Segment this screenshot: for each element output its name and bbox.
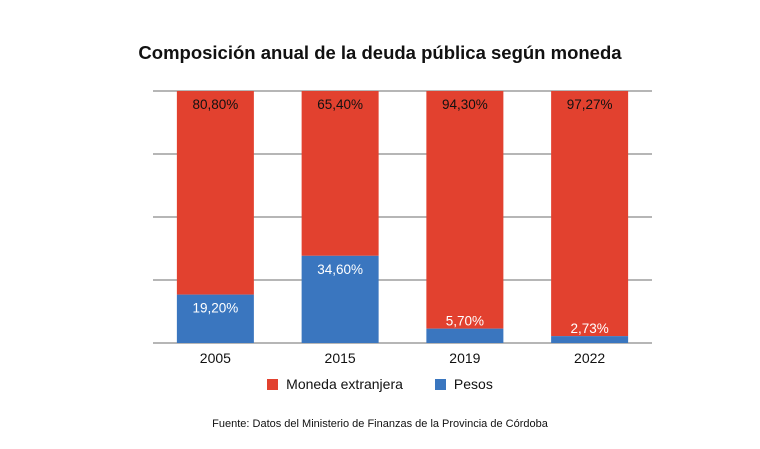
x-tick-label-2022: 2022 [574,350,605,366]
bar-foreign-2015 [301,91,379,256]
bar-foreign-2022 [551,91,629,337]
legend-swatch-pesos [434,378,446,390]
x-tick-label-2019: 2019 [449,350,480,366]
data-label-foreign-2019: 94,30% [442,97,488,112]
bar-foreign-2005 [176,91,254,295]
legend-swatch-foreign [267,378,279,390]
bar-foreign-2019 [426,91,504,329]
data-label-pesos-2019: 5,70% [446,314,484,329]
legend: Moneda extranjera Pesos [0,376,760,392]
bar-pesos-2015 [301,255,379,343]
x-tick-label-2015: 2015 [325,350,356,366]
legend-item-foreign: Moneda extranjera [267,376,403,392]
bar-pesos-2022 [551,336,629,343]
data-label-foreign-2022: 97,27% [567,97,613,112]
data-label-pesos-2022: 2,73% [570,321,608,336]
legend-label-pesos: Pesos [453,376,493,392]
source-note: Fuente: Datos del Ministerio de Finanzas… [212,418,548,430]
x-tick-label-2005: 2005 [200,350,231,366]
legend-item-pesos: Pesos [434,376,493,392]
data-label-pesos-2015: 34,60% [317,262,363,277]
data-label-foreign-2005: 80,80% [192,97,238,112]
legend-label-foreign: Moneda extranjera [286,376,403,392]
bar-pesos-2005 [176,294,254,343]
bar-pesos-2019 [426,328,504,343]
data-label-foreign-2015: 65,40% [317,97,363,112]
chart-title: Composición anual de la deuda pública se… [138,42,622,63]
data-label-pesos-2005: 19,20% [192,301,238,316]
